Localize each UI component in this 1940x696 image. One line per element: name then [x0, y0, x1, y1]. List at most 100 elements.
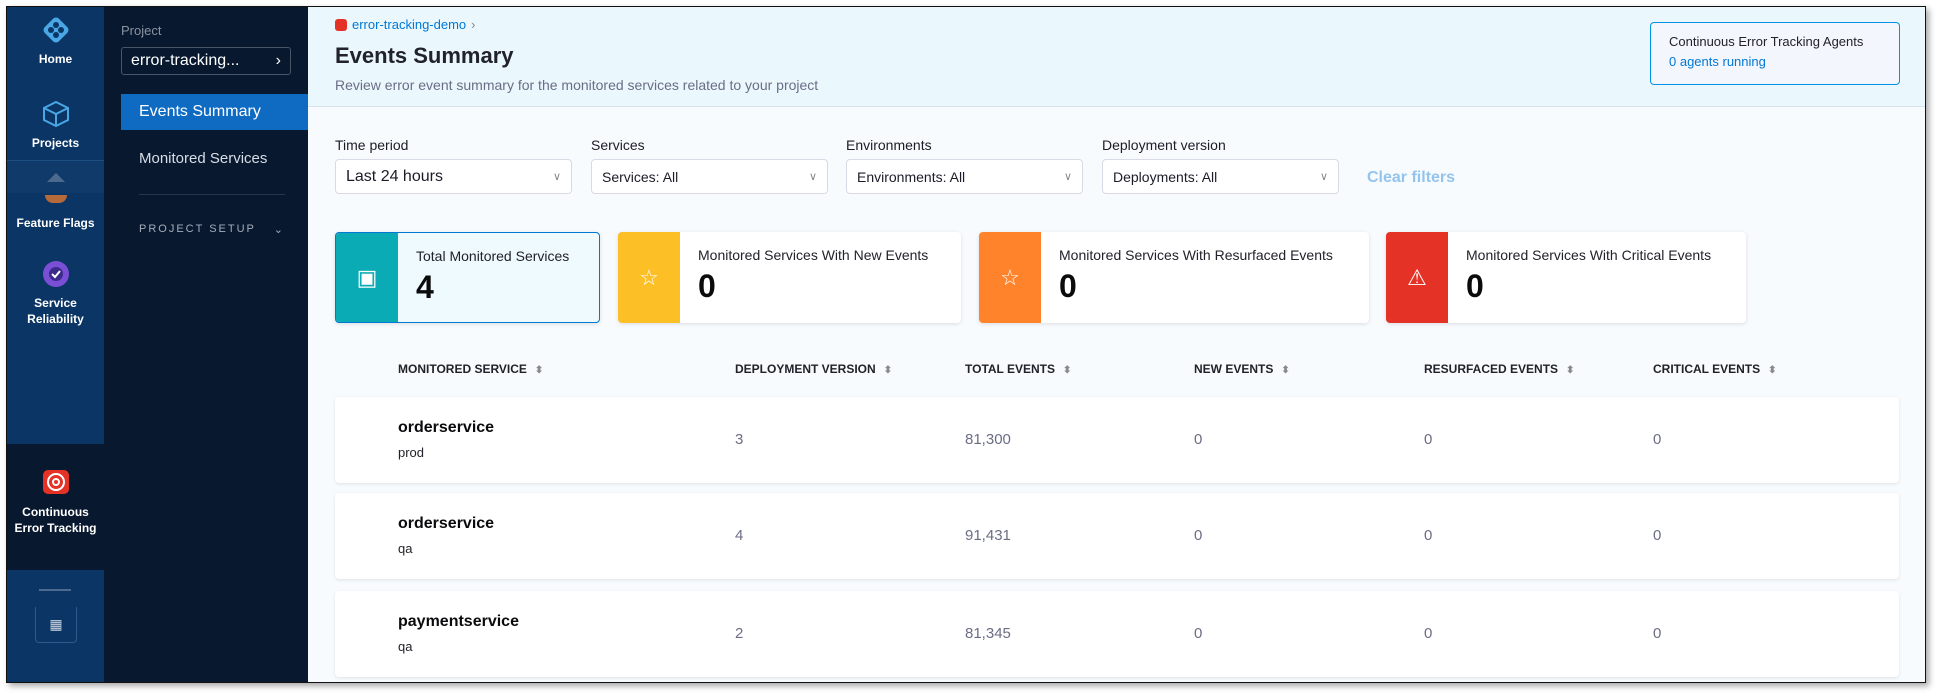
project-setup-toggle[interactable]: PROJECT SETUP ⌄: [139, 223, 285, 236]
card-value: 0: [698, 268, 716, 304]
environments-select[interactable]: Environments: All ∨: [846, 159, 1083, 194]
service-env: qa: [398, 541, 413, 556]
agents-panel: Continuous Error Tracking Agents 0 agent…: [1650, 22, 1900, 85]
nav-continuous-error-tracking[interactable]: Continuous Error Tracking: [7, 444, 104, 570]
grid-icon: ▦: [49, 616, 63, 632]
chevron-down-icon: ∨: [808, 171, 817, 183]
filter-label-services: Services: [591, 137, 645, 153]
menu-monitored-services[interactable]: Monitored Services: [139, 150, 268, 167]
resurfaced-events: 0: [1424, 527, 1433, 544]
column-header-critical-events[interactable]: CRITICAL EVENTS ⬍: [1653, 362, 1777, 376]
nav-label: Home: [38, 52, 73, 66]
harness-logo-icon: [43, 17, 68, 43]
critical-events: 0: [1653, 625, 1662, 642]
nav-label: Continuous Error Tracking: [14, 505, 97, 535]
resurfaced-events: 0: [1424, 431, 1433, 448]
warning-icon: ⚠: [1386, 232, 1448, 323]
card-title: Monitored Services With Resurfaced Event…: [1059, 247, 1333, 263]
nav-label: Service Reliability: [27, 296, 84, 326]
project-value: error-tracking...: [131, 52, 240, 69]
card-value: 0: [1059, 268, 1077, 304]
card-critical-events[interactable]: ⚠ Monitored Services With Critical Event…: [1386, 232, 1746, 323]
error-tracking-icon: [335, 18, 347, 31]
sort-icon: ⬍: [534, 365, 544, 376]
nav-feature-flags[interactable]: Feature Flags: [7, 195, 104, 231]
deployment-version-select[interactable]: Deployments: All ∨: [1102, 159, 1339, 194]
breadcrumb-link[interactable]: error-tracking-demo: [352, 17, 467, 32]
chevron-down-icon: ∨: [1063, 171, 1072, 183]
new-events: 0: [1194, 625, 1203, 642]
deployment-version: 3: [735, 431, 744, 448]
card-title: Monitored Services With New Events: [698, 247, 929, 263]
select-value: Environments: All: [857, 168, 966, 185]
nav-label: Feature Flags: [16, 216, 95, 230]
total-events: 81,300: [965, 431, 1011, 448]
table-row[interactable]: orderservice qa 4 91,431 0 0 0: [335, 493, 1899, 579]
project-label: Project: [121, 23, 162, 38]
sort-icon: ⬍: [1566, 365, 1575, 376]
card-resurfaced-events[interactable]: ☆ Monitored Services With Resurfaced Eve…: [979, 232, 1369, 323]
chevron-down-icon: ⌄: [273, 224, 285, 236]
new-events: 0: [1194, 431, 1203, 448]
project-setup-label: PROJECT SETUP: [139, 223, 256, 235]
time-period-select[interactable]: Last 24 hours ∨: [335, 159, 572, 194]
filter-label-environments: Environments: [846, 137, 932, 153]
deployment-version: 2: [735, 625, 744, 642]
scroll-up-button[interactable]: [7, 160, 104, 193]
deployment-version: 4: [735, 527, 744, 544]
card-title: Monitored Services With Critical Events: [1466, 247, 1712, 263]
card-value: 4: [416, 269, 434, 305]
project-selector[interactable]: error-tracking... ›: [121, 47, 291, 75]
menu-events-summary[interactable]: Events Summary: [121, 94, 308, 130]
dashboard-icon: ▣: [336, 233, 398, 322]
main-nav: Home Projects Feature Flags Service Reli…: [7, 7, 104, 682]
error-tracking-icon: [42, 470, 69, 494]
services-select[interactable]: Services: All ∨: [591, 159, 828, 194]
new-events: 0: [1194, 527, 1203, 544]
filter-label-deployment-version: Deployment version: [1102, 137, 1226, 153]
column-header-total-events[interactable]: TOTAL EVENTS ⬍: [965, 362, 1071, 376]
agents-running-link[interactable]: 0 agents running: [1669, 54, 1766, 69]
service-env: qa: [398, 639, 413, 654]
sort-icon: ⬍: [1768, 365, 1777, 376]
card-value: 0: [1466, 268, 1484, 304]
breadcrumb[interactable]: error-tracking-demo ›: [335, 17, 476, 32]
critical-events: 0: [1653, 431, 1662, 448]
column-label: RESURFACED EVENTS: [1424, 362, 1559, 376]
chevron-right-icon: ›: [275, 52, 281, 69]
sort-icon: ⬍: [1063, 365, 1072, 376]
column-header-monitored-service[interactable]: MONITORED SERVICE ⬍: [398, 362, 543, 376]
column-label: NEW EVENTS: [1194, 362, 1274, 376]
resurfaced-star-icon: ☆: [979, 232, 1041, 323]
chevron-down-icon: ∨: [552, 171, 561, 183]
page-title: Events Summary: [335, 43, 514, 68]
resurfaced-events: 0: [1424, 625, 1433, 642]
all-modules-button[interactable]: ▦: [35, 607, 77, 643]
service-name: orderservice: [398, 419, 495, 436]
service-name: orderservice: [398, 515, 495, 532]
sort-icon: ⬍: [883, 365, 893, 376]
service-env: prod: [398, 445, 425, 460]
service-name: paymentservice: [398, 613, 519, 630]
total-events: 91,431: [965, 527, 1011, 544]
clear-filters-button[interactable]: Clear filters: [1367, 169, 1456, 186]
card-new-events[interactable]: ☆ Monitored Services With New Events 0: [618, 232, 961, 323]
critical-events: 0: [1653, 527, 1662, 544]
column-header-deployment-version[interactable]: DEPLOYMENT VERSION ⬍: [735, 362, 892, 376]
nav-projects[interactable]: Projects: [7, 99, 104, 151]
column-header-new-events[interactable]: NEW EVENTS ⬍: [1194, 362, 1290, 376]
nav-label: Projects: [31, 136, 80, 150]
total-events: 81,345: [965, 625, 1011, 642]
select-value: Deployments: All: [1113, 168, 1218, 185]
card-title: Total Monitored Services: [416, 248, 570, 264]
table-row[interactable]: orderservice prod 3 81,300 0 0 0: [335, 397, 1899, 483]
feature-flags-icon: [44, 195, 67, 203]
page-header: error-tracking-demo › Events Summary Revi…: [308, 7, 1925, 107]
column-header-resurfaced-events[interactable]: RESURFACED EVENTS ⬍: [1424, 362, 1574, 376]
table-row[interactable]: paymentservice qa 2 81,345 0 0 0: [335, 591, 1899, 677]
nav-home[interactable]: Home: [7, 15, 104, 67]
select-value: Last 24 hours: [346, 167, 443, 185]
nav-service-reliability[interactable]: Service Reliability: [7, 259, 104, 327]
card-total-monitored-services[interactable]: ▣ Total Monitored Services 4: [335, 232, 600, 323]
filter-label-time-period: Time period: [335, 137, 409, 153]
